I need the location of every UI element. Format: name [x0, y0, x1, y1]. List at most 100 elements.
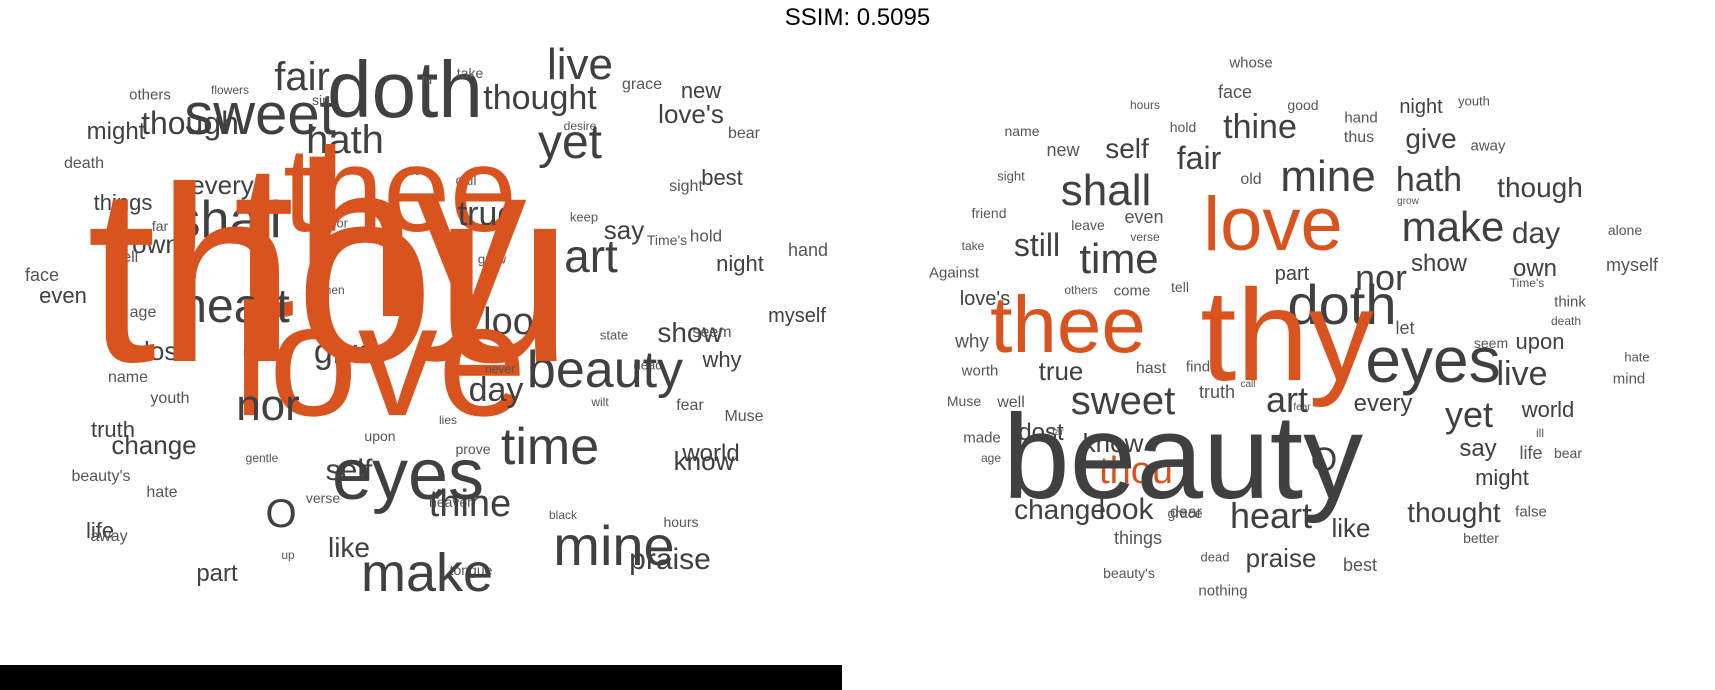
right-word-false: false [1515, 503, 1547, 521]
left-word-fair: fair [274, 55, 330, 99]
right-word-self: self [1105, 133, 1149, 164]
right-word-things: things [1113, 528, 1163, 548]
right-word-thus: thus [1343, 129, 1375, 146]
right-word-age: age [980, 451, 1002, 465]
right-word-alone: alone [1607, 222, 1643, 238]
right-word-whose: whose [1229, 54, 1273, 72]
left-word-heart: heart [180, 280, 290, 333]
right-word-tell: tell [1171, 279, 1189, 295]
right-word-praise: praise [1245, 543, 1317, 573]
left-word-verse: verse [305, 490, 341, 506]
left-word-every: every [190, 170, 254, 200]
left-word-bear: bear [727, 125, 761, 142]
right-word-away: away [1470, 137, 1506, 155]
right-word-beauty-s: beauty's [1103, 565, 1155, 581]
left-word-change: change [111, 430, 197, 460]
word-cloud-left: others flowers fair doth fu take live grace new m… [0, 40, 840, 650]
left-word-time-s: Time's [646, 232, 688, 248]
left-word-dost: dost [135, 336, 185, 366]
left-word-day: day [468, 371, 524, 409]
right-word-fear: fear [1293, 402, 1311, 413]
right-word-friend: friend [971, 205, 1007, 221]
right-word-nothing: nothing [1198, 582, 1248, 600]
left-word-art: art [564, 230, 618, 282]
left-word-eyes: eyes [331, 435, 485, 515]
left-word-know: know [673, 446, 735, 476]
right-word-dost: dost [1018, 419, 1064, 446]
left-word-far: far [151, 218, 169, 234]
left-word-poor: poor [321, 215, 349, 231]
left-word-take: take [456, 65, 484, 81]
left-word-death: death [63, 155, 105, 172]
right-word-old: old [1240, 171, 1262, 188]
left-word-own: own [132, 229, 180, 259]
right-word-made: made [963, 429, 1001, 447]
left-word-look: look [483, 301, 553, 343]
right-word-youth: youth [1458, 93, 1490, 109]
left-word-doth: doth [327, 45, 483, 134]
right-word-why: why [955, 331, 989, 353]
left-word-grace: grace [621, 76, 663, 93]
right-word-true: true [1038, 356, 1084, 386]
left-word-love: love [233, 270, 527, 449]
left-word-beauty: beauty [526, 341, 684, 399]
right-word-worth: worth [961, 362, 999, 380]
right-word-dead: dead [1200, 549, 1230, 565]
right-word-mind: mind [1612, 370, 1646, 388]
left-word-lie: lie [408, 164, 422, 178]
right-word-thee: thee [990, 280, 1146, 369]
right-word-shall: shall [1060, 166, 1152, 215]
left-word-make: make [360, 543, 494, 603]
right-word-thou: thou [1099, 450, 1173, 492]
left-word-dead: dead [633, 357, 663, 373]
left-word-praise: praise [629, 543, 711, 576]
left-word-up: up [281, 548, 295, 562]
right-word-yet: yet [1444, 394, 1494, 435]
right-word-upon: upon [1515, 329, 1565, 354]
right-word-give: give [1405, 123, 1457, 154]
left-word-say: say [603, 215, 645, 245]
right-word-seem: seem [1473, 335, 1509, 351]
left-word-prove: prove [455, 441, 491, 457]
left-word-hold: hold [689, 226, 723, 246]
right-word-against: Against [928, 264, 980, 282]
left-word-men: men [321, 283, 345, 297]
left-word-tell: tell [117, 249, 139, 266]
right-word-thy: thy [1200, 262, 1374, 408]
right-word-let: let [1395, 318, 1415, 338]
left-word-things: things [93, 190, 153, 215]
left-word-lies: lies [438, 413, 458, 427]
left-word-sweet: sweet [184, 82, 336, 147]
left-word-age: age [129, 304, 157, 321]
left-word-night: night [716, 251, 764, 276]
right-word-face: face [1217, 82, 1253, 102]
left-word-why: why [702, 347, 742, 372]
right-word-time: time [1079, 235, 1159, 282]
right-word-even: even [1124, 207, 1164, 227]
right-word-truth: truth [1198, 382, 1236, 402]
left-word-life: life [85, 518, 115, 543]
left-word-black: black [548, 508, 578, 522]
left-word-face: face [24, 265, 60, 285]
right-word-change: change [1014, 494, 1106, 525]
right-word-o: O [1310, 441, 1338, 479]
right-word-hast: hast [1135, 360, 1167, 377]
left-word-thy: thy [233, 117, 527, 363]
left-word-seem: seem [692, 324, 732, 341]
right-word-make: make [1401, 203, 1505, 250]
left-word-even: even [39, 283, 87, 308]
right-word-beauty: beauty [1002, 390, 1364, 524]
right-word-dear: dear [1169, 504, 1203, 521]
right-word-thought: thought [1407, 497, 1501, 528]
right-word-hand: hand [1344, 109, 1378, 127]
left-word-never: never [484, 362, 516, 376]
right-word-hate: hate [1624, 349, 1650, 365]
right-word-come: come [1113, 282, 1151, 300]
right-word-leave: leave [1071, 217, 1105, 233]
right-word-look: look [1098, 493, 1154, 526]
black-bar [0, 665, 842, 690]
right-word-muse: Muse [946, 393, 982, 409]
left-word-sight: sight [669, 178, 703, 195]
left-word-true: true [457, 195, 517, 233]
left-word-self: self [325, 454, 373, 487]
